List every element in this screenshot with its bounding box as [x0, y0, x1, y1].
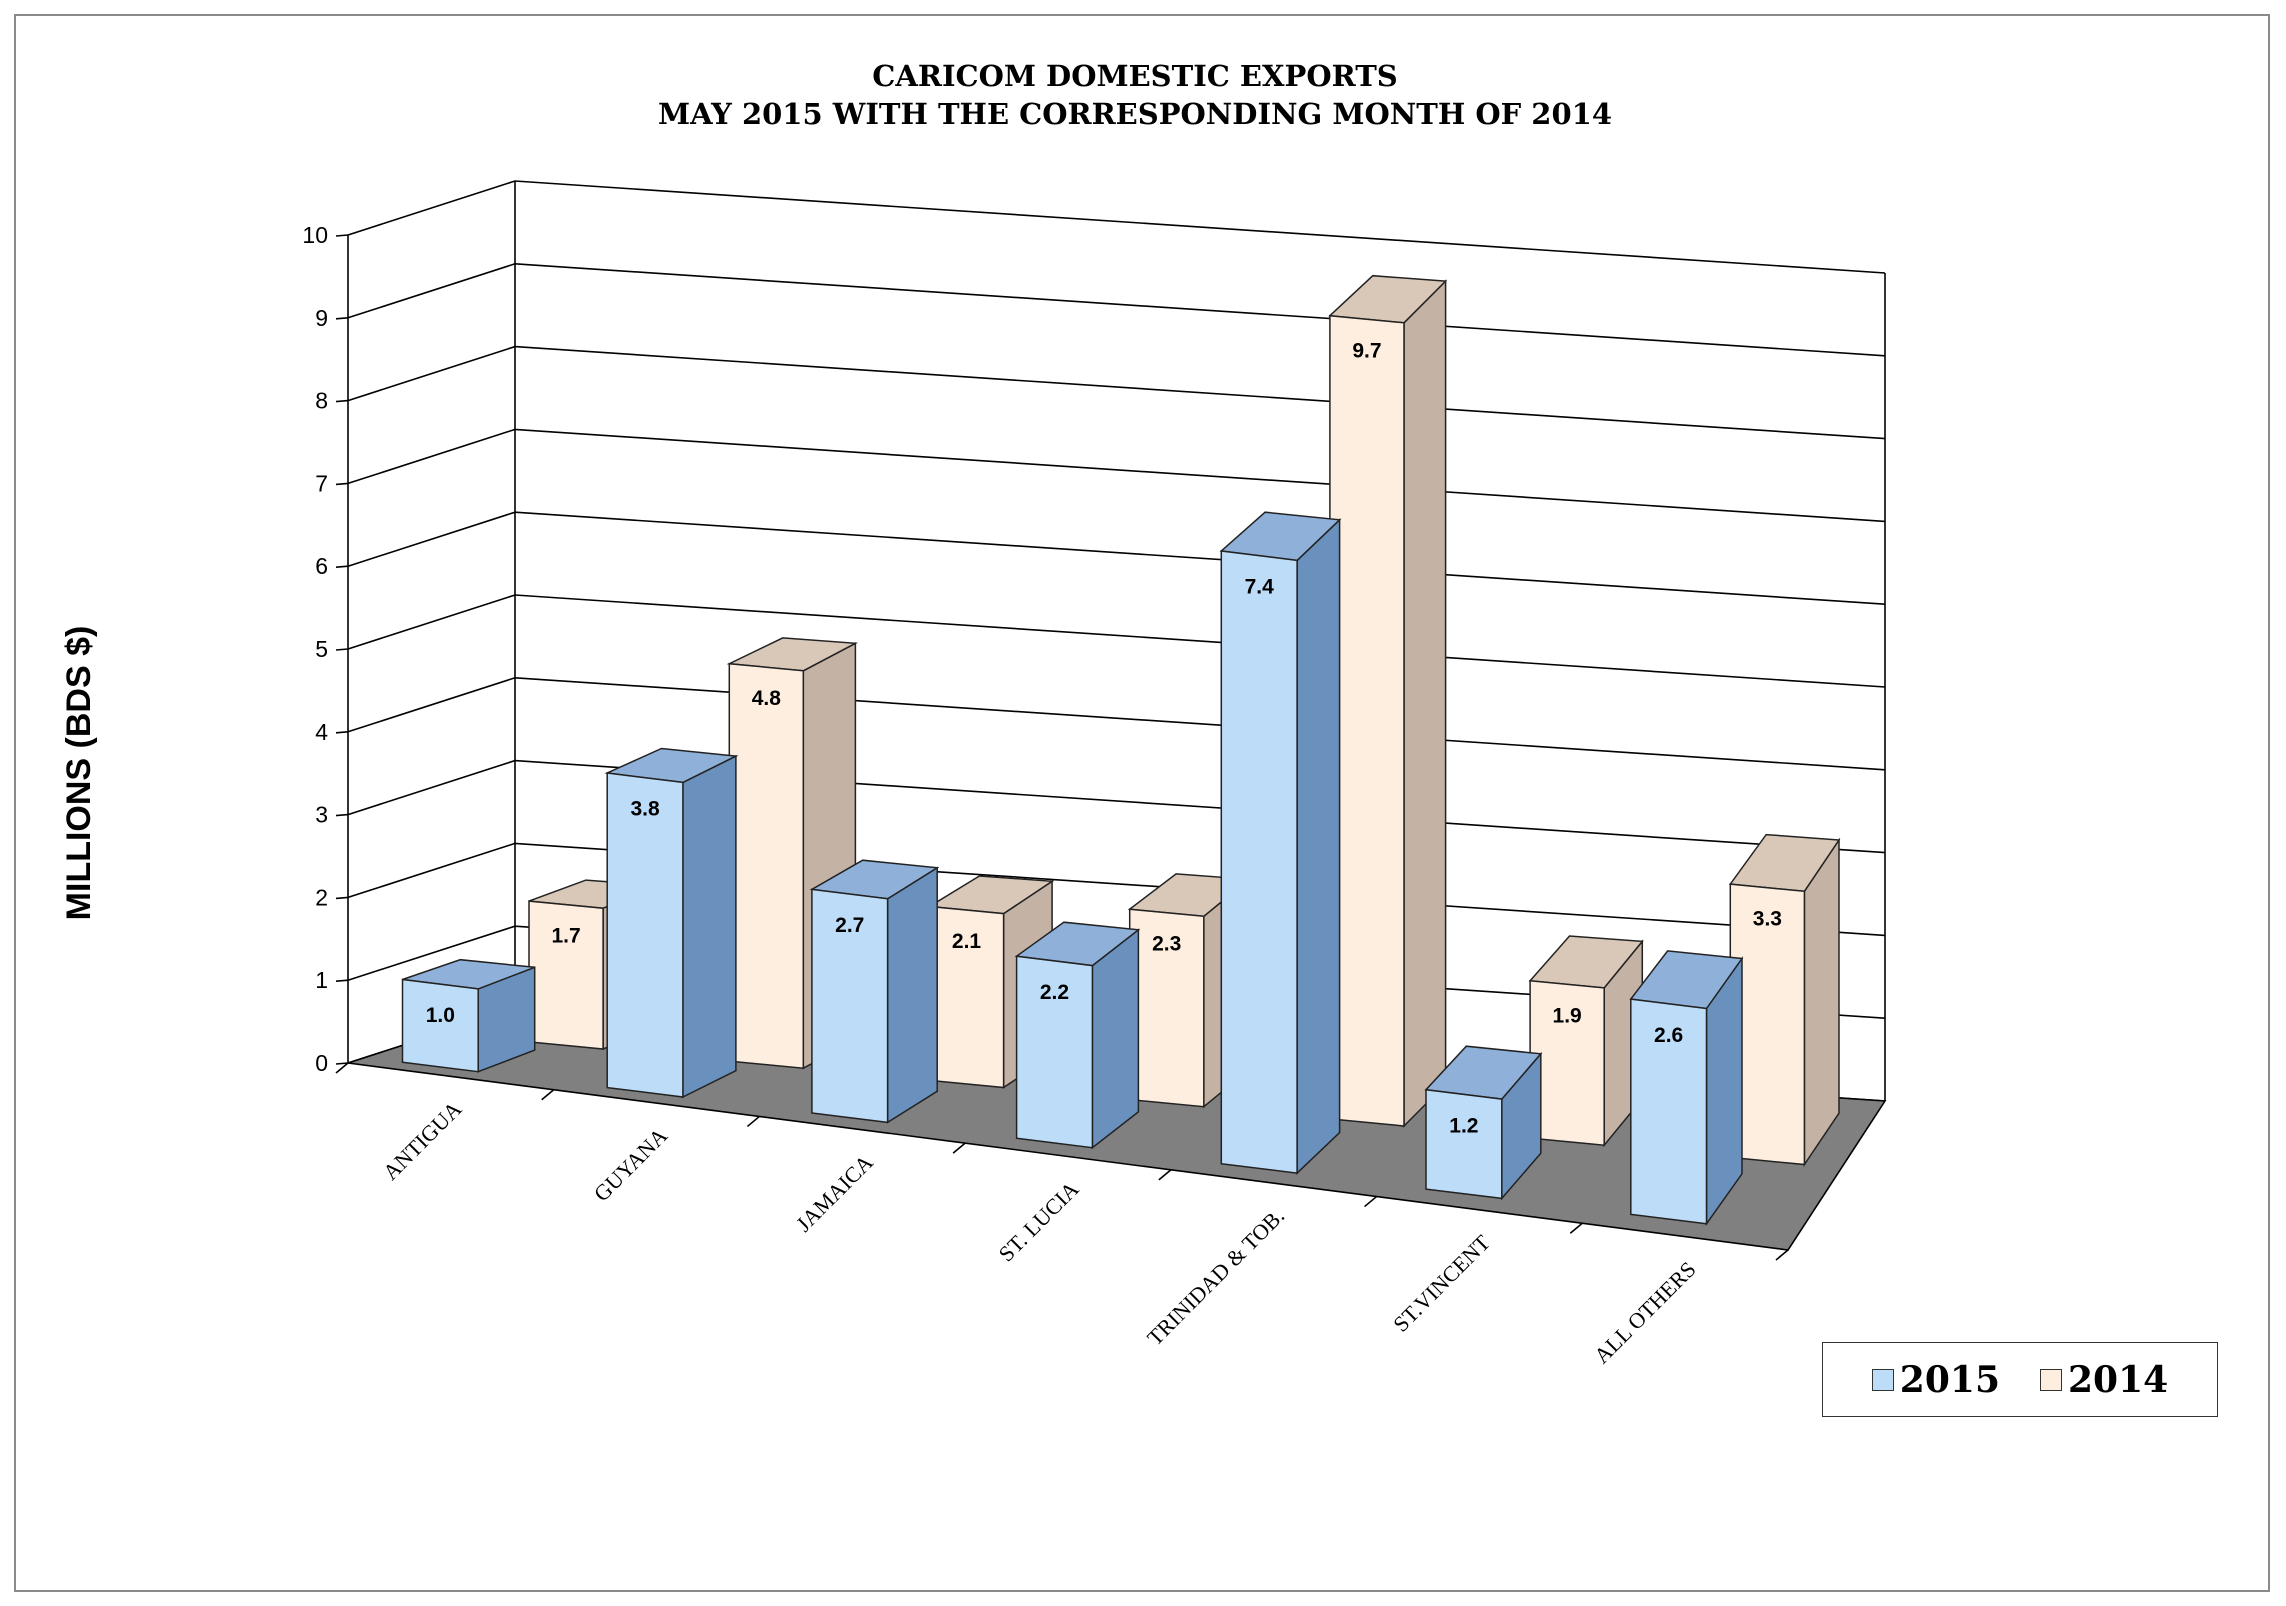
y-tick-mark — [335, 979, 349, 982]
y-tick-mark — [335, 399, 349, 403]
bar-2014: 9.7 — [1328, 274, 1448, 1128]
data-label: 1.9 — [1553, 1004, 1582, 1027]
data-label: 2.6 — [1654, 1024, 1683, 1047]
gridline — [347, 676, 1886, 771]
bar-face — [528, 900, 604, 1050]
data-label: 4.8 — [752, 687, 782, 710]
legend-label-2014: 2014 — [2068, 1358, 2169, 1401]
y-tick-mark — [335, 482, 349, 486]
bar-face — [1630, 998, 1708, 1225]
x-tick-mark — [1569, 1222, 1583, 1234]
x-tick-label: GUYANA — [589, 1123, 672, 1206]
bar-face — [1015, 955, 1094, 1149]
bar-2015: 2.6 — [1629, 950, 1744, 1227]
gridline — [347, 428, 1886, 523]
bar-2015: 1.0 — [401, 958, 536, 1073]
x-tick-mark — [746, 1115, 760, 1128]
bar-side — [886, 866, 938, 1124]
chart-bars: 1.7 4.8 2.1 2.3 9.7 1.9 3.3 1.0 3.8 2.7 2.2 7.4 1.2 2… — [401, 274, 1841, 1227]
data-label: 1.2 — [1449, 1114, 1478, 1137]
gridline — [347, 345, 1886, 440]
y-tick-label: 3 — [315, 802, 328, 828]
y-tick-label: 10 — [302, 222, 328, 248]
bar-face — [1425, 1088, 1503, 1200]
bar-face — [811, 888, 889, 1124]
bar-face — [1529, 979, 1605, 1147]
gridline — [347, 511, 1886, 605]
y-axis-label: MILLIONS (BDS $) — [60, 626, 98, 921]
x-tick-mark — [1158, 1169, 1172, 1181]
gridline — [347, 262, 1886, 357]
y-tick-mark — [335, 813, 349, 817]
bar-2014: 3.3 — [1728, 833, 1841, 1167]
data-label: 9.7 — [1352, 339, 1381, 362]
y-tick-label: 2 — [315, 884, 328, 910]
y-tick-label: 5 — [315, 636, 328, 662]
data-label: 3.3 — [1753, 908, 1782, 931]
chart-legend: 2015 2014 — [1822, 1342, 2218, 1417]
bar-face — [1329, 314, 1405, 1127]
bar-2015: 2.2 — [1014, 921, 1141, 1150]
data-label: 2.3 — [1152, 933, 1181, 956]
x-tick-label: TRINIDAD & TOB. — [1142, 1203, 1289, 1350]
y-tick-label: 6 — [315, 553, 328, 579]
gridline — [347, 180, 1886, 274]
data-label: 1.0 — [426, 1004, 455, 1027]
data-label: 7.4 — [1245, 576, 1275, 599]
x-tick-mark — [541, 1089, 555, 1101]
data-label: 3.8 — [630, 798, 660, 821]
y-tick-mark — [335, 731, 349, 734]
gridline — [347, 594, 1886, 688]
bar-2015: 2.7 — [809, 859, 940, 1124]
x-tick-label: ST.VINCENT — [1388, 1229, 1495, 1336]
bar-side — [682, 754, 737, 1099]
bar-side — [1803, 837, 1840, 1167]
y-tick-mark — [335, 234, 349, 237]
y-tick-label: 8 — [315, 388, 328, 414]
x-tick-label: ANTIGUA — [378, 1096, 467, 1185]
bar-side — [1403, 279, 1447, 1128]
y-tick-label: 7 — [315, 470, 328, 496]
x-tick-label: JAMAICA — [791, 1150, 878, 1237]
legend-item-2015: 2015 — [1871, 1358, 2000, 1401]
x-tick-mark — [1364, 1195, 1378, 1208]
y-tick-label: 1 — [315, 967, 328, 993]
data-label: 1.7 — [551, 925, 580, 948]
y-tick-mark — [335, 565, 349, 568]
y-tick-mark — [335, 1062, 349, 1065]
gridline — [347, 759, 1886, 854]
bar-face — [401, 978, 479, 1073]
legend-item-2014: 2014 — [2040, 1359, 2168, 1401]
legend-swatch-2015 — [1871, 1368, 1894, 1391]
chart-subtitle: MAY 2015 WITH THE CORRESPONDING MONTH OF… — [658, 97, 1612, 131]
x-tick-label: ST. LUCIA — [994, 1176, 1084, 1266]
y-tick-label: 4 — [315, 719, 328, 745]
data-label: 2.2 — [1040, 981, 1069, 1004]
bar-2015: 1.2 — [1424, 1045, 1543, 1201]
legend-swatch-2014 — [2040, 1368, 2062, 1391]
data-label: 2.1 — [952, 930, 982, 953]
bar-side — [1091, 928, 1140, 1150]
legend-label-2015: 2015 — [1899, 1358, 2000, 1401]
bar-face — [1220, 550, 1298, 1174]
bar-2015: 7.4 — [1219, 511, 1342, 1175]
y-tick-mark — [335, 896, 349, 900]
y-tick-mark — [335, 317, 349, 320]
bar-side — [1296, 518, 1341, 1175]
y-tick-mark — [335, 648, 349, 651]
bar-face — [728, 662, 805, 1070]
chart-title: CARICOM DOMESTIC EXPORTS — [872, 59, 1397, 93]
y-tick-label: 0 — [315, 1050, 328, 1076]
x-tick-label: ALL OTHERS — [1589, 1257, 1701, 1369]
bar-face — [606, 772, 684, 1098]
data-label: 2.7 — [835, 914, 864, 937]
x-tick-mark — [335, 1062, 349, 1074]
y-tick-label: 9 — [315, 305, 328, 331]
bar-2014: 1.9 — [1528, 935, 1644, 1148]
x-tick-mark — [1775, 1249, 1789, 1261]
x-tick-mark — [952, 1142, 966, 1154]
bar-2015: 3.8 — [604, 747, 739, 1099]
